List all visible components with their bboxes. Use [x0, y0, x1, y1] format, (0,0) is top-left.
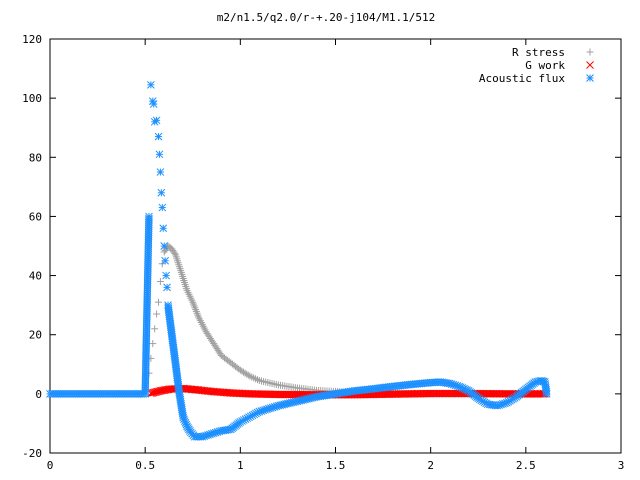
y-tick-label: 40: [29, 270, 42, 283]
y-axis: -20 0 20 40 60 80 100 120: [22, 33, 621, 460]
y-tick-label: 80: [29, 151, 42, 164]
x-tick-label: 2: [427, 459, 434, 472]
legend-marker: [586, 74, 594, 82]
data-point: [145, 212, 153, 221]
data-point: [162, 271, 170, 280]
y-tick-label: 120: [22, 33, 42, 46]
data-point: [147, 80, 155, 89]
y-tick-label: 100: [22, 92, 42, 105]
legend-marker: [586, 48, 594, 56]
x-tick-label: 3: [618, 459, 625, 472]
x-tick-label: 2.5: [516, 459, 536, 472]
legend-label: Acoustic flux: [479, 72, 565, 85]
x-tick-label: 1: [237, 459, 244, 472]
data-point: [163, 283, 171, 292]
y-tick-label: 0: [35, 388, 42, 401]
data-point: [161, 256, 170, 265]
series-acoustic-flux: [46, 80, 551, 441]
x-tick-label: 0: [47, 459, 54, 472]
series-layer: [46, 80, 551, 441]
data-point: [160, 242, 169, 250]
data-point: [154, 132, 163, 141]
y-tick-label: -20: [22, 447, 42, 460]
data-point: [159, 224, 168, 233]
data-point: [156, 168, 165, 176]
x-tick-label: 0.5: [135, 459, 155, 472]
data-point: [171, 249, 179, 257]
data-point: [156, 277, 164, 285]
legend-marker: [586, 61, 594, 69]
legend-label: R stress: [512, 46, 565, 59]
data-point: [155, 150, 164, 159]
y-tick-label: 20: [29, 329, 42, 342]
x-axis: 0 0.5 1 1.5 2 2.5 3: [47, 39, 625, 472]
data-point: [158, 203, 167, 212]
data-point: [151, 325, 159, 333]
chart-title: m2/n1.5/q2.0/r-+.20-j104/M1.1/512: [217, 11, 436, 24]
y-tick-label: 60: [29, 210, 42, 223]
data-point: [153, 310, 161, 318]
data-point: [542, 390, 551, 398]
data-point: [152, 116, 161, 125]
x-tick-label: 1.5: [326, 459, 346, 472]
data-point: [149, 100, 158, 108]
data-point: [154, 298, 162, 306]
data-point: [157, 188, 166, 197]
data-point: [149, 340, 157, 348]
legend-label: G work: [525, 59, 565, 72]
